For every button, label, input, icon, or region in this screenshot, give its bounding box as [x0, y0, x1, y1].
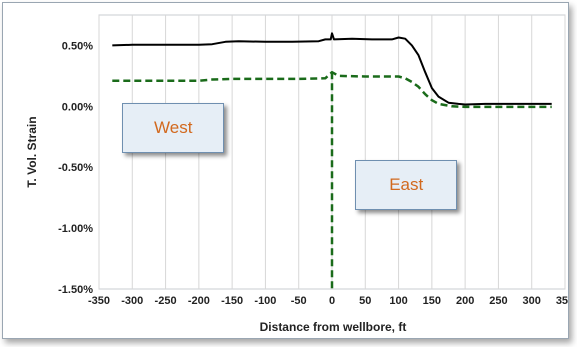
- y-tick-label: -1.50%: [58, 284, 93, 296]
- x-tick-label: 250: [489, 295, 507, 307]
- x-tick-label: 150: [423, 295, 441, 307]
- x-tick-label: 100: [389, 295, 407, 307]
- chart: 0.50% 0.00% -0.50% -1.00% -1.50% -350 -300 -25…: [25, 14, 568, 334]
- x-tick-label: -300: [121, 295, 143, 307]
- x-tick-label: -350: [88, 295, 110, 307]
- x-tick-label: 300: [523, 295, 541, 307]
- series-line-1: [112, 70, 552, 109]
- series-line-0: [112, 32, 552, 106]
- y-tick-label: 0.50%: [62, 40, 93, 52]
- x-tick-label: -50: [291, 295, 307, 307]
- series-group: [112, 32, 552, 289]
- x-tick-label: -250: [155, 295, 177, 307]
- x-tick-labels: -350 -300 -250 -200 -150 -100 -50 0 50 100 150 200 2…: [88, 295, 568, 307]
- x-tick-label: -150: [221, 295, 243, 307]
- x-tick-label: 50: [359, 295, 371, 307]
- x-tick-label: -200: [188, 295, 210, 307]
- y-tick-labels: 0.50% 0.00% -0.50% -1.00% -1.50%: [58, 40, 93, 296]
- chart-frame: 0.50% 0.00% -0.50% -1.00% -1.50% -350 -300 -25…: [2, 2, 569, 339]
- y-tick-label: -1.00%: [58, 223, 93, 235]
- y-tick-label: 0.00%: [62, 101, 93, 113]
- x-tick-label: 350: [556, 295, 568, 307]
- y-axis-title: T. Vol. Strain: [25, 116, 39, 187]
- east-label: East: [355, 160, 458, 211]
- x-tick-label: -100: [254, 295, 276, 307]
- gridlines: [98, 15, 566, 289]
- x-axis-title: Distance from wellbore, ft: [260, 320, 407, 334]
- west-label: West: [122, 103, 225, 154]
- x-tick-label: 200: [456, 295, 474, 307]
- x-tick-label: 0: [329, 295, 335, 307]
- y-tick-label: -0.50%: [58, 162, 93, 174]
